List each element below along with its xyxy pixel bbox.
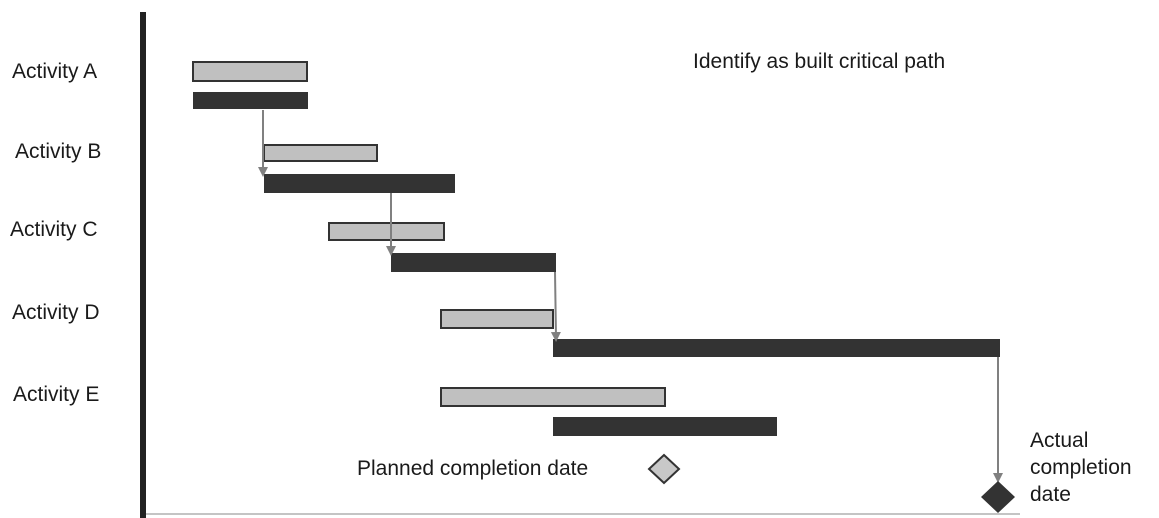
diamond-filled-icon bbox=[981, 481, 1015, 513]
actual-completion-line-1: Actual bbox=[1030, 429, 1089, 452]
activity-e-actual-bar bbox=[553, 417, 777, 436]
activity-e-label: Activity E bbox=[13, 383, 100, 406]
actual-completion-label: Actual completion date bbox=[1030, 427, 1132, 508]
diamond-outline-icon bbox=[647, 453, 681, 485]
activity-e-planned-bar bbox=[440, 387, 666, 407]
diagram-title: Identify as built critical path bbox=[693, 50, 946, 73]
critical-path-arrow-c-d bbox=[550, 271, 561, 342]
activity-b-actual-bar bbox=[264, 174, 455, 193]
activity-d-label: Activity D bbox=[12, 301, 100, 324]
actual-completion-line-3: date bbox=[1030, 483, 1071, 506]
activity-a-label: Activity A bbox=[12, 60, 98, 83]
activity-c-planned-bar bbox=[328, 222, 445, 241]
activity-a-planned-bar bbox=[192, 61, 308, 82]
activity-b-planned-bar bbox=[263, 144, 378, 162]
activity-d-actual-bar bbox=[553, 339, 1000, 357]
activity-b-label: Activity B bbox=[15, 140, 102, 163]
actual-completion-line-2: completion bbox=[1030, 456, 1132, 479]
vertical-axis bbox=[140, 12, 146, 518]
planned-completion-label: Planned completion date bbox=[357, 457, 589, 480]
activity-c-label: Activity C bbox=[10, 218, 98, 241]
activity-a-actual-bar bbox=[193, 92, 308, 109]
activity-c-actual-bar bbox=[391, 253, 556, 272]
activity-d-planned-bar bbox=[440, 309, 554, 329]
